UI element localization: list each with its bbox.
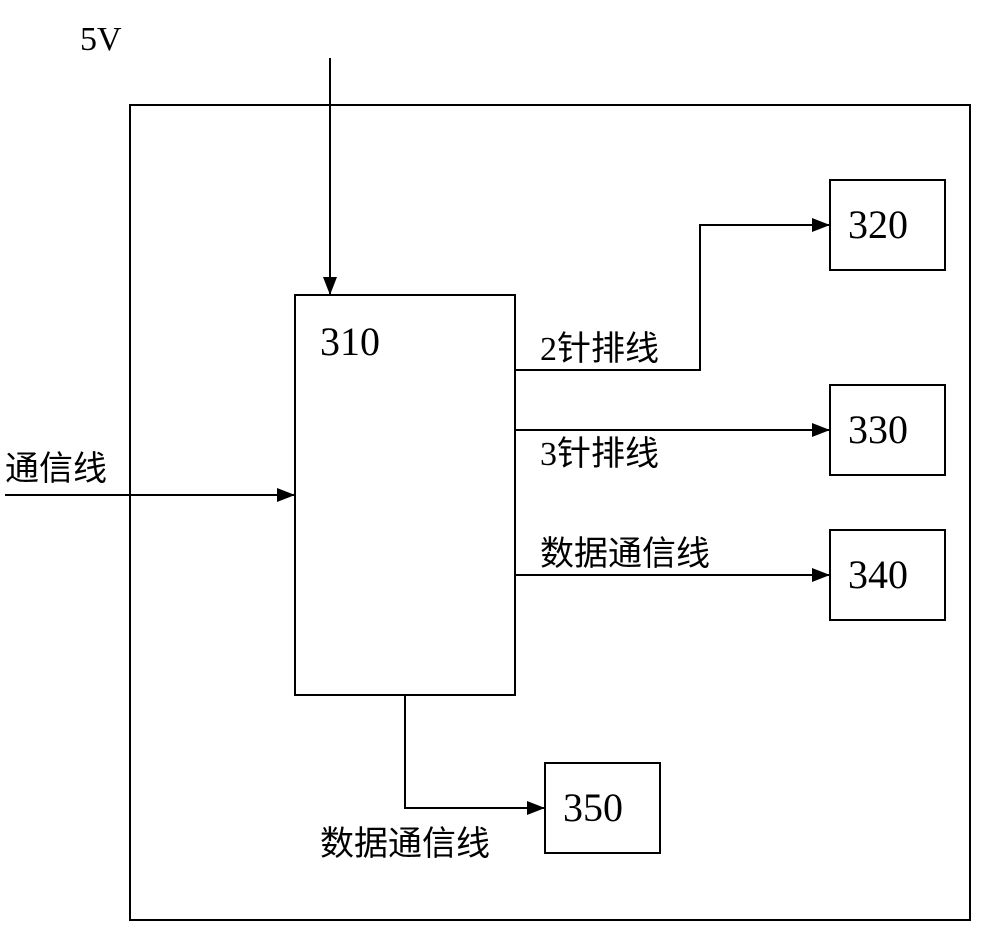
arrow-head — [323, 277, 337, 295]
external-input-label: 通信线 — [5, 450, 107, 488]
output-block-label-340: 340 — [848, 552, 908, 597]
outer-container — [130, 105, 970, 920]
external-input-label: 5V — [80, 21, 122, 58]
connection-line — [405, 695, 545, 808]
arrow-head — [812, 218, 830, 232]
connection-label: 数据通信线 — [320, 825, 490, 863]
output-block-label-330: 330 — [848, 407, 908, 452]
output-block-label-350: 350 — [563, 785, 623, 830]
central-block-label: 310 — [320, 319, 380, 364]
arrow-head — [527, 801, 545, 815]
arrow-head — [812, 423, 830, 437]
arrow-head — [812, 568, 830, 582]
connection-label: 数据通信线 — [540, 535, 710, 573]
connection-label: 2针排线 — [540, 330, 659, 368]
arrow-head — [277, 488, 295, 502]
connection-label: 3针排线 — [540, 435, 659, 473]
output-block-label-320: 320 — [848, 202, 908, 247]
